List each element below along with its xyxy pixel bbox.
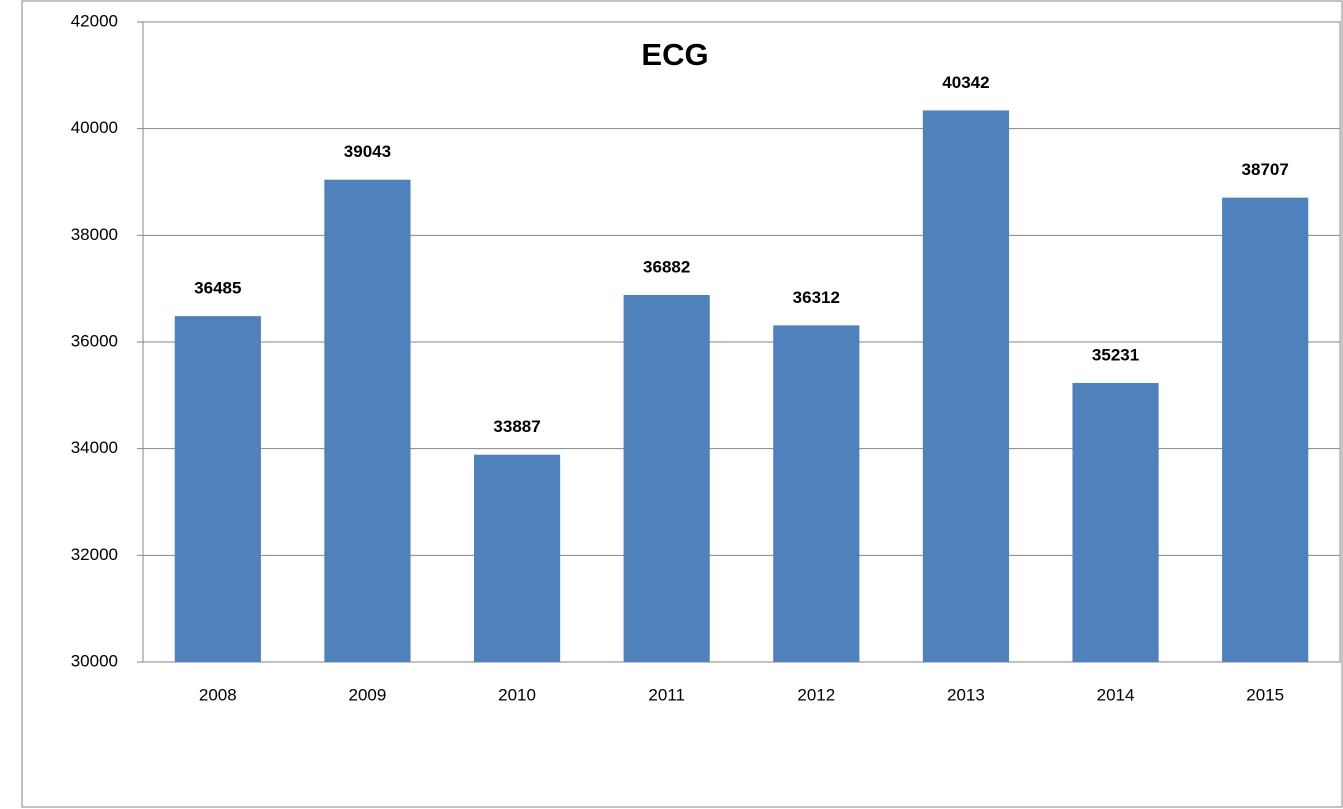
data-label: 39043: [344, 142, 391, 161]
y-tick-label: 34000: [71, 438, 118, 457]
data-label: 36312: [793, 288, 840, 307]
bar: [1072, 383, 1159, 662]
y-tick-label: 32000: [71, 545, 118, 564]
y-tick-label: 42000: [71, 11, 118, 30]
data-label: 33887: [493, 417, 540, 436]
bar: [174, 316, 261, 662]
bar: [773, 325, 860, 662]
y-tick-label: 30000: [71, 651, 118, 670]
x-tick-label: 2010: [498, 685, 536, 704]
bar: [1222, 197, 1309, 663]
data-label: 38707: [1242, 160, 1289, 179]
data-label: 36882: [643, 257, 690, 276]
bar: [623, 294, 710, 662]
chart-frame: [21, 0, 1343, 808]
x-tick-label: 2015: [1246, 685, 1284, 704]
x-tick-label: 2011: [648, 685, 685, 704]
data-label: 40342: [942, 73, 989, 92]
y-tick-label: 36000: [71, 331, 118, 350]
bar: [473, 454, 561, 662]
x-tick-label: 2013: [947, 685, 985, 704]
chart-title: ECG: [641, 37, 708, 72]
x-tick-label: 2009: [349, 685, 387, 704]
y-tick-label: 38000: [71, 225, 118, 244]
data-label: 36485: [194, 279, 241, 298]
bar: [922, 110, 1010, 663]
x-tick-label: 2014: [1097, 685, 1135, 704]
data-label: 35231: [1092, 345, 1139, 364]
y-tick-label: 40000: [71, 118, 118, 137]
bar: [324, 179, 411, 662]
x-tick-label: 2012: [797, 685, 835, 704]
x-tick-label: 2008: [199, 685, 237, 704]
